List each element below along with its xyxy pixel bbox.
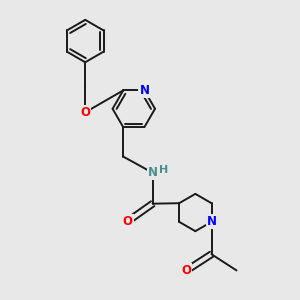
Text: N: N bbox=[148, 166, 158, 179]
Text: N: N bbox=[140, 84, 149, 97]
Text: H: H bbox=[159, 165, 168, 176]
Text: O: O bbox=[123, 215, 133, 228]
Text: N: N bbox=[206, 215, 217, 228]
Text: O: O bbox=[182, 264, 191, 277]
Text: O: O bbox=[80, 106, 90, 119]
